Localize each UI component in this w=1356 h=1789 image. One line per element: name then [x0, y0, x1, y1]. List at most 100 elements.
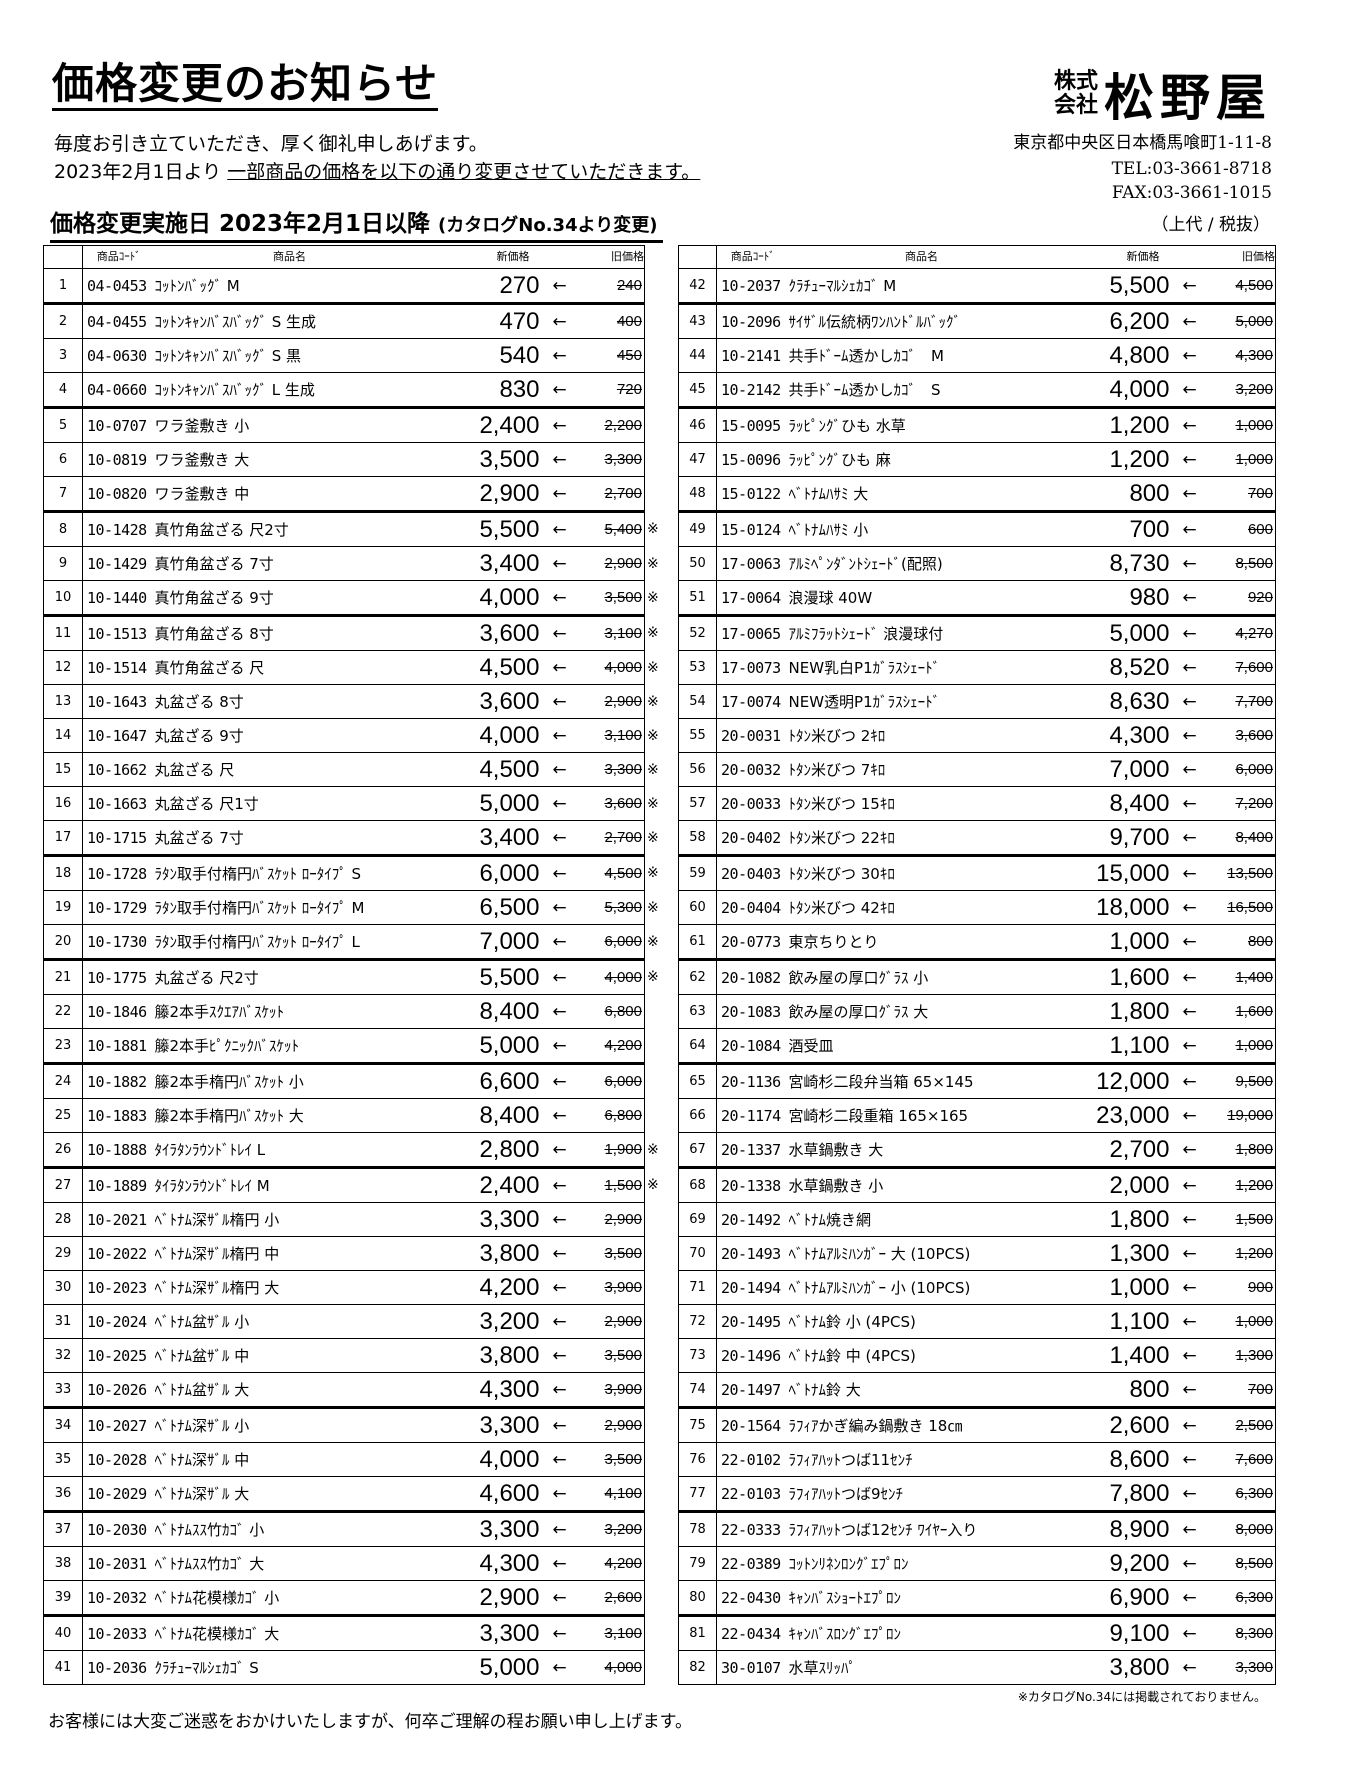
old-price-strikethrough: 3,300: [1235, 1658, 1273, 1676]
new-price: 6,600: [424, 1063, 540, 1099]
row-number: 1: [43, 268, 83, 305]
row-number: 21: [43, 959, 83, 995]
arrow: ←: [1169, 1270, 1210, 1305]
product-code: 10-1729: [82, 890, 155, 925]
old-price: 4,270: [1209, 615, 1276, 651]
table-row: 26 10-1888 ﾀｲﾗﾀﾝﾗｳﾝﾄﾞﾄﾚｲ L 2,800 ← 1,900: [43, 1132, 645, 1169]
table-row: 48 15-0122 ﾍﾞﾄﾅﾑﾊｻﾐ 大 800 ← 700: [678, 476, 1276, 513]
row-number: 15: [43, 752, 83, 787]
arrow: ←: [1169, 718, 1210, 753]
arrow: ←: [1169, 372, 1210, 409]
product-name: 共手ﾄﾞｰﾑ透かしｶｺﾞ S: [788, 372, 1055, 409]
table-row: 66 20-1174 宮崎杉二段重箱 165×165 23,000 ← 19,000: [678, 1098, 1276, 1133]
arrow: ←: [539, 684, 580, 719]
table-row: 45 10-2142 共手ﾄﾞｰﾑ透かしｶｺﾞ S 4,000 ← 3,200: [678, 372, 1276, 409]
product-code: 10-1647: [82, 718, 155, 753]
product-code: 10-1883: [82, 1098, 155, 1133]
row-number: 20: [43, 924, 83, 961]
old-price-strikethrough: 3,500: [604, 588, 642, 606]
old-price-strikethrough: 6,300: [1235, 1588, 1273, 1606]
old-price: 3,200: [579, 1511, 645, 1547]
new-price: 1,100: [1054, 1028, 1170, 1065]
table-row: 71 20-1494 ﾍﾞﾄﾅﾑｱﾙﾐﾊﾝｶﾞｰ 小 (10PCS) 1,000 ← 90…: [678, 1270, 1276, 1305]
table-row: 2 04-0455 ｺｯﾄﾝｷｬﾝﾊﾞｽﾊﾞｯｸﾞ S 生成 470 ← 400: [43, 303, 645, 339]
row-number: 39: [43, 1580, 83, 1617]
product-name: ﾍﾞﾄﾅﾑ深ｻﾞﾙ 大: [154, 1476, 425, 1513]
old-price-strikethrough: 8,000: [1235, 1520, 1273, 1538]
new-price: 8,400: [1054, 786, 1170, 821]
new-price: 3,200: [424, 1304, 540, 1339]
old-price: 8,500: [1209, 546, 1276, 581]
not-in-catalog-mark: ※: [647, 969, 659, 985]
arrow: ←: [539, 994, 580, 1029]
old-price-strikethrough: 900: [1247, 1278, 1273, 1296]
greeting-text: 毎度お引き立ていただき、厚く御礼申しあげます。: [54, 133, 488, 155]
old-price-strikethrough: 700: [1247, 484, 1273, 502]
old-price: 1,800: [1209, 1132, 1276, 1169]
product-name: 水草鍋敷き 小: [788, 1167, 1055, 1203]
product-name: ﾄﾀﾝ米びつ 30ｷﾛ: [788, 855, 1055, 891]
old-price: 3,500: [579, 1236, 645, 1271]
new-price: 1,200: [1054, 442, 1170, 477]
row-number: 64: [678, 1028, 717, 1065]
old-price-strikethrough: 2,900: [604, 692, 642, 710]
product-code: 20-0402: [716, 820, 789, 857]
new-price: 4,000: [424, 580, 540, 617]
new-price: 2,800: [424, 1132, 540, 1169]
header-code: 商品ｺｰﾄﾞ: [82, 245, 155, 269]
product-name: 浪漫球 40W: [788, 580, 1055, 617]
not-in-catalog-mark: ※: [647, 521, 659, 537]
arrow: ←: [539, 1304, 580, 1339]
old-price: 2,900: [579, 546, 645, 581]
old-price-strikethrough: 13,500: [1227, 864, 1273, 882]
arrow: ←: [1169, 303, 1210, 339]
table-row: 57 20-0033 ﾄﾀﾝ米びつ 15ｷﾛ 8,400 ← 7,200: [678, 786, 1276, 821]
arrow: ←: [1169, 1580, 1210, 1617]
old-price: 8,000: [1209, 1511, 1276, 1547]
row-number: 81: [678, 1615, 717, 1651]
old-price-strikethrough: 7,600: [1235, 658, 1273, 676]
arrow: ←: [539, 890, 580, 925]
old-price: 3,500: [579, 1338, 645, 1373]
table-row: 50 17-0063 ｱﾙﾐﾍﾟﾝﾀﾞﾝﾄｼｪｰﾄﾞ(配照) 8,730 ← 8,500: [678, 546, 1276, 581]
arrow: ←: [1169, 511, 1210, 547]
table-row: 75 20-1564 ﾗﾌｨｱかぎ編み鍋敷き 18㎝ 2,600 ← 2,500: [678, 1407, 1276, 1443]
row-number: 26: [43, 1132, 83, 1169]
table-row: 16 10-1663 丸盆ざる 尺1寸 5,000 ← 3,600: [43, 786, 645, 821]
arrow: ←: [539, 1476, 580, 1513]
row-number: 51: [678, 580, 717, 617]
old-price-strikethrough: 3,500: [604, 1450, 642, 1468]
arrow: ←: [1169, 1063, 1210, 1099]
row-number: 25: [43, 1098, 83, 1133]
table-row: 49 15-0124 ﾍﾞﾄﾅﾑﾊｻﾐ 小 700 ← 600: [678, 511, 1276, 547]
product-name: ﾄﾀﾝ米びつ 15ｷﾛ: [788, 786, 1055, 821]
product-name: ﾍﾞﾄﾅﾑ花模様ｶｺﾞ 小: [154, 1580, 425, 1617]
arrow: ←: [1169, 650, 1210, 685]
new-price: 1,000: [1054, 1270, 1170, 1305]
product-code: 20-0773: [716, 924, 789, 961]
arrow: ←: [1169, 786, 1210, 821]
product-name: ﾍﾞﾄﾅﾑ深ｻﾞﾙ 中: [154, 1442, 425, 1477]
old-price-strikethrough: 4,500: [1235, 276, 1273, 294]
table-row: 20 10-1730 ﾗﾀﾝ取手付楕円ﾊﾞｽｹｯﾄ ﾛｰﾀｲﾌﾟ L 7,000 ← 6,…: [43, 924, 645, 961]
table-row: 7 10-0820 ワラ釜敷き 中 2,900 ← 2,700: [43, 476, 645, 513]
header-arrow: [1169, 245, 1210, 269]
arrow: ←: [1169, 442, 1210, 477]
arrow: ←: [539, 1407, 580, 1443]
old-price-strikethrough: 920: [1247, 588, 1273, 606]
arrow: ←: [539, 1236, 580, 1271]
row-number: 80: [678, 1580, 717, 1617]
arrow: ←: [1169, 994, 1210, 1029]
old-price-strikethrough: 4,300: [1235, 346, 1273, 364]
old-price: 4,500: [1209, 268, 1276, 305]
row-number: 57: [678, 786, 717, 821]
product-name: ﾍﾞﾄﾅﾑ盆ｻﾞﾙ 大: [154, 1372, 425, 1409]
old-price-strikethrough: 3,100: [604, 726, 642, 744]
row-number: 67: [678, 1132, 717, 1169]
product-name: 真竹角盆ざる 尺2寸: [154, 511, 425, 547]
new-price: 1,200: [1054, 407, 1170, 443]
old-price: 6,000: [579, 924, 645, 961]
product-code: 30-0107: [716, 1650, 789, 1685]
old-price: 1,200: [1209, 1167, 1276, 1203]
old-price-strikethrough: 400: [616, 312, 642, 330]
